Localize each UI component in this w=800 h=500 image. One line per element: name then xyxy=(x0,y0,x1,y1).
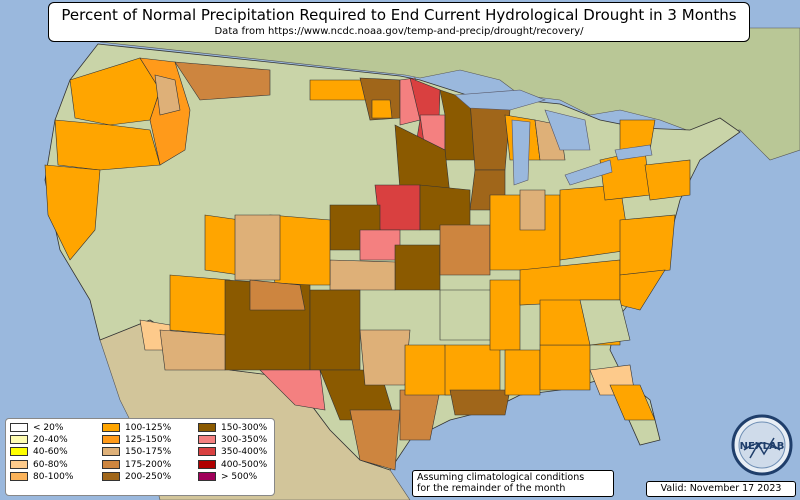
great-lakes xyxy=(454,89,653,186)
valid-date-label: Valid: November 17 2023 xyxy=(646,481,796,497)
southwest-regions xyxy=(159,214,361,371)
legend-swatch xyxy=(102,423,120,432)
page-subtitle: Data from https://www.ncdc.noaa.gov/temp… xyxy=(214,26,584,37)
legend-column-3: 150-300% 300-350% 350-400% 400-500% > 500% xyxy=(198,422,267,483)
central-plains-regions xyxy=(269,184,491,291)
legend-item: 60-80% xyxy=(10,459,73,471)
legend-label: 125-150% xyxy=(125,435,172,446)
legend-label: 400-500% xyxy=(221,459,268,470)
legend-label: 150-300% xyxy=(221,423,268,433)
title-box: Percent of Normal Precipitation Required… xyxy=(48,2,750,42)
legend-label: 175-200% xyxy=(125,459,172,470)
legend-label: 20-40% xyxy=(33,435,68,446)
legend-label: 40-60% xyxy=(33,447,68,458)
northern-plains-regions xyxy=(174,61,401,121)
legend-label: 350-400% xyxy=(221,447,268,458)
legend-swatch xyxy=(102,471,120,481)
legend-item: 200-250% xyxy=(102,471,171,483)
legend-label: > 500% xyxy=(221,471,258,482)
note-line-1: Assuming climatological conditions xyxy=(417,472,585,483)
legend-label: 60-80% xyxy=(33,459,68,470)
south-central-regions xyxy=(439,279,591,416)
legend-item: 400-500% xyxy=(198,459,267,471)
logo-text: NEXLAB xyxy=(740,441,785,452)
legend-swatch xyxy=(102,459,120,469)
legend-item: < 20% xyxy=(10,422,73,434)
legend-item: 80-100% xyxy=(10,471,73,483)
legend: < 20% 20-40% 40-60% 60-80% 80-100% 100-125% 1… xyxy=(5,418,275,496)
legend-swatch xyxy=(10,435,28,445)
legend-label: < 20% xyxy=(33,423,64,433)
legend-item: 125-150% xyxy=(102,434,171,446)
legend-swatch xyxy=(10,459,28,469)
pacific-northwest-regions xyxy=(54,57,191,171)
legend-item: 40-60% xyxy=(10,446,73,458)
legend-swatch xyxy=(198,459,216,469)
legend-label: 200-250% xyxy=(125,471,172,482)
legend-item: 100-125% xyxy=(102,422,171,434)
legend-swatch xyxy=(198,471,216,481)
legend-label: 100-125% xyxy=(125,423,172,433)
legend-item: 350-400% xyxy=(198,446,267,458)
legend-item: > 500% xyxy=(198,471,267,483)
upper-midwest-regions xyxy=(394,77,566,211)
texas-regions xyxy=(259,329,451,471)
legend-label: 80-100% xyxy=(33,471,74,482)
legend-item: 300-350% xyxy=(198,434,267,446)
legend-item: 150-300% xyxy=(198,422,267,434)
southeast-regions xyxy=(489,184,676,421)
legend-swatch xyxy=(102,447,120,457)
legend-swatch xyxy=(198,447,216,457)
legend-swatch xyxy=(10,447,28,457)
northeast-regions xyxy=(599,119,691,201)
assumption-note: Assuming climatological conditions for t… xyxy=(412,470,614,497)
legend-item: 175-200% xyxy=(102,459,171,471)
page-title: Percent of Normal Precipitation Required… xyxy=(61,6,737,24)
nexlab-logo: NEXLAB xyxy=(731,414,793,476)
legend-swatch xyxy=(10,423,28,432)
legend-column-2: 100-125% 125-150% 150-175% 175-200% 200-250% xyxy=(102,422,171,483)
canada-landmass xyxy=(94,27,800,161)
legend-item: 20-40% xyxy=(10,434,73,446)
legend-swatch xyxy=(198,423,216,432)
legend-column-1: < 20% 20-40% 40-60% 60-80% 80-100% xyxy=(10,422,73,483)
legend-swatch xyxy=(198,435,216,445)
note-line-2: for the remainder of the month xyxy=(417,483,566,494)
legend-swatch xyxy=(102,435,120,445)
legend-swatch xyxy=(10,471,28,481)
legend-item: 150-175% xyxy=(102,446,171,458)
legend-label: 150-175% xyxy=(125,447,172,458)
legend-label: 300-350% xyxy=(221,435,268,446)
